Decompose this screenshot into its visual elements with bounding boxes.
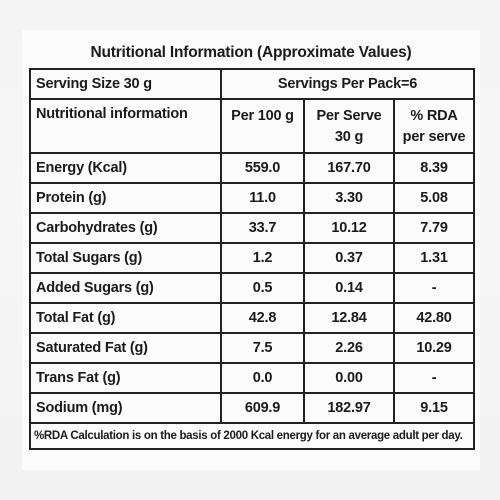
table-row: Sodium (mg) 609.9 182.97 9.15 [29, 392, 476, 424]
value-rda: 1.31 [392, 242, 476, 274]
nutrient-name: Added Sugars (g) [29, 272, 222, 304]
table-row: Carbohydrates (g) 33.7 10.12 7.79 [29, 212, 476, 244]
rda-footnote: %RDA Calculation is on the basis of 2000… [28, 422, 476, 450]
value-per-serve: 167.70 [303, 152, 395, 184]
nutrition-table: Serving Size 30 g Servings Per Pack=6 Nu… [28, 68, 476, 450]
value-rda: 8.39 [392, 152, 476, 184]
value-per-serve: 0.00 [303, 362, 395, 394]
value-per-100g: 33.7 [220, 212, 305, 244]
value-rda: 5.08 [392, 182, 476, 214]
serving-row: Serving Size 30 g Servings Per Pack=6 [29, 68, 476, 100]
value-per-100g: 559.0 [220, 152, 305, 184]
value-per-serve: 2.26 [303, 332, 395, 364]
nutrient-name: Total Sugars (g) [29, 242, 222, 274]
value-per-serve: 0.37 [303, 242, 395, 274]
table-row: Energy (Kcal) 559.0 167.70 8.39 [29, 152, 476, 184]
table-row: Total Fat (g) 42.8 12.84 42.80 [29, 302, 476, 334]
nutrient-name: Protein (g) [29, 182, 222, 214]
nutrient-name: Saturated Fat (g) [29, 332, 222, 364]
value-per-100g: 0.5 [220, 272, 305, 304]
header-rda-line1: % RDA [410, 108, 458, 124]
value-rda: 9.15 [392, 392, 476, 424]
value-rda: 7.79 [392, 212, 476, 244]
value-rda: 10.29 [392, 332, 476, 364]
label-title: Nutritional Information (Approximate Val… [90, 44, 412, 61]
value-per-serve: 0.14 [303, 272, 395, 304]
table-row: Total Sugars (g) 1.2 0.37 1.31 [29, 242, 476, 274]
header-per-serve-line1: Per Serve [316, 108, 382, 124]
value-rda: - [392, 362, 476, 394]
value-per-100g: 0.0 [220, 362, 305, 394]
header-per-100g: Per 100 g [220, 98, 305, 154]
header-rda: % RDA per serve [392, 98, 476, 154]
value-rda: 42.80 [392, 302, 476, 334]
header-per-serve-line2: 30 g [334, 129, 364, 145]
value-per-100g: 11.0 [220, 182, 305, 214]
value-per-100g: 609.9 [220, 392, 305, 424]
nutrient-name: Total Fat (g) [29, 302, 222, 334]
value-per-serve: 182.97 [303, 392, 395, 424]
nutrient-name: Energy (Kcal) [29, 152, 222, 184]
header-row: Nutritional information Per 100 g Per Se… [29, 98, 476, 154]
nutrient-name: Carbohydrates (g) [29, 212, 222, 244]
table-row: Trans Fat (g) 0.0 0.00 - [29, 362, 476, 394]
header-per-serve: Per Serve 30 g [303, 98, 395, 154]
table-row: Protein (g) 11.0 3.30 5.08 [29, 182, 476, 214]
footnote-row: %RDA Calculation is on the basis of 2000… [28, 422, 476, 450]
value-rda: - [392, 272, 476, 304]
nutrient-name: Sodium (mg) [29, 392, 222, 424]
servings-per-pack: Servings Per Pack=6 [219, 68, 476, 100]
header-per-100g-text: Per 100 g [231, 108, 294, 124]
value-per-100g: 7.5 [220, 332, 305, 364]
nutrition-label: Nutritional Information (Approximate Val… [22, 30, 480, 470]
value-per-serve: 12.84 [303, 302, 395, 334]
table-row: Added Sugars (g) 0.5 0.14 - [29, 272, 476, 304]
header-nutrient: Nutritional information [29, 98, 222, 154]
header-rda-line2: per serve [402, 129, 466, 145]
value-per-100g: 1.2 [220, 242, 305, 274]
value-per-100g: 42.8 [220, 302, 305, 334]
table-row: Saturated Fat (g) 7.5 2.26 10.29 [29, 332, 476, 364]
serving-size: Serving Size 30 g [29, 68, 222, 100]
value-per-serve: 3.30 [303, 182, 395, 214]
value-per-serve: 10.12 [303, 212, 395, 244]
nutrient-name: Trans Fat (g) [29, 362, 222, 394]
